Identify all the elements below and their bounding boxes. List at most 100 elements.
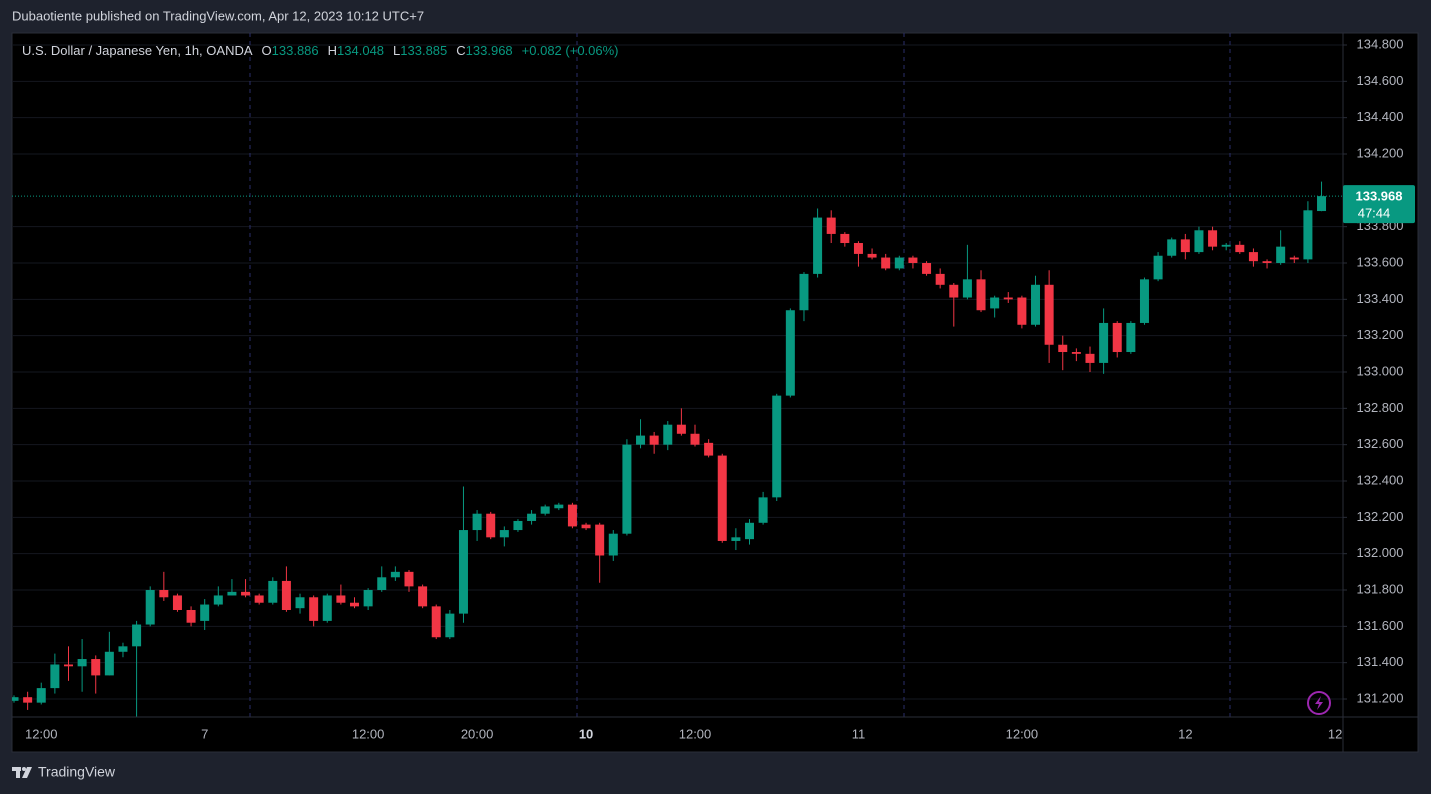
candle-body	[363, 590, 373, 607]
x-tick-label: 7	[201, 726, 208, 741]
candle-body	[840, 233, 850, 244]
candle-body	[935, 273, 945, 285]
candle-body	[1044, 284, 1054, 345]
candle-body	[581, 524, 591, 529]
y-tick-label: 134.800	[1357, 36, 1404, 51]
candle-body	[717, 455, 727, 541]
candle-body	[649, 435, 659, 445]
candle-body	[567, 504, 577, 527]
candle-body	[881, 257, 891, 269]
candle-body	[268, 580, 278, 603]
candle-body	[636, 435, 646, 445]
countdown: 47:44	[1358, 206, 1391, 221]
ohlc-value: 133.885	[400, 43, 448, 58]
candle-body	[445, 613, 455, 638]
y-tick-label: 133.400	[1357, 291, 1404, 306]
candle-body	[104, 651, 114, 676]
ohlc-value: 134.048	[337, 43, 385, 58]
candle-body	[295, 597, 305, 609]
y-tick-label: 133.600	[1357, 254, 1404, 269]
candle-body	[50, 664, 60, 689]
brand: TradingView	[38, 764, 116, 780]
candle-body	[1262, 261, 1272, 263]
candle-body	[785, 310, 795, 396]
candle-body	[200, 604, 210, 621]
candle-body	[350, 602, 360, 607]
y-tick-label: 131.600	[1357, 618, 1404, 633]
candle-body	[527, 513, 537, 521]
candle-body	[1126, 322, 1136, 353]
legend: U.S. Dollar / Japanese Yen, 1h, OANDA O13…	[22, 43, 619, 58]
candle-body	[1248, 252, 1258, 262]
candle-body	[63, 664, 73, 667]
icon-circle	[1307, 691, 1331, 715]
candle-body	[390, 571, 400, 578]
candle-body	[172, 595, 182, 610]
y-tick-label: 132.000	[1357, 545, 1404, 560]
candle-body	[186, 609, 196, 623]
candle-body	[1289, 257, 1299, 260]
candle-body	[513, 520, 523, 531]
candle-body	[486, 513, 496, 538]
y-tick-label: 131.200	[1357, 690, 1404, 705]
candle-body	[1153, 255, 1163, 280]
ohlc-label: C	[456, 43, 466, 58]
logo-part	[16, 767, 20, 778]
candle-body	[922, 262, 932, 274]
candle-body	[118, 646, 128, 652]
y-tick-label: 134.400	[1357, 109, 1404, 124]
candle-body	[962, 279, 972, 298]
candle-body	[976, 279, 986, 311]
candles	[12, 181, 1343, 717]
lightning-icon[interactable]	[1307, 691, 1331, 715]
y-tick-label: 134.600	[1357, 73, 1404, 88]
candle-body	[1317, 196, 1327, 212]
candle-body	[418, 586, 428, 607]
candle-body	[404, 571, 414, 587]
candle-body	[145, 590, 155, 625]
candle-body	[77, 659, 87, 667]
candle-body	[826, 217, 836, 234]
tv-logo	[12, 767, 32, 778]
candle-body	[336, 595, 346, 603]
candle-body	[377, 577, 387, 591]
ohlc-value: 133.886	[271, 43, 319, 58]
candle-body	[1058, 344, 1068, 353]
ohlc-label: H	[327, 43, 338, 58]
axes: 131.200 131.400 131.600 131.800 132.000 132.2…	[25, 36, 1415, 741]
candle-body	[813, 217, 823, 274]
candle-body	[132, 624, 142, 647]
y-tick-label: 134.200	[1357, 145, 1404, 160]
x-tick-label: 10	[579, 726, 593, 741]
candle-body	[23, 697, 33, 703]
logo-part	[22, 767, 32, 778]
candle-body	[894, 257, 904, 269]
x-tick-label: 12:00	[25, 726, 58, 741]
ohlc-label: L	[393, 43, 401, 58]
candle-body	[1276, 246, 1286, 263]
candle-body	[281, 580, 291, 610]
candle-body	[1139, 279, 1149, 323]
x-tick-label: 12:00	[1006, 726, 1039, 741]
x-tick-label: 12:00	[679, 726, 712, 741]
y-tick-label: 132.400	[1357, 472, 1404, 487]
candle-body	[227, 591, 237, 596]
candle-body	[799, 273, 809, 311]
candle-body	[744, 522, 754, 540]
candle-body	[12, 697, 19, 701]
candle-body	[241, 591, 251, 596]
y-tick-label: 132.200	[1357, 509, 1404, 524]
candle-body	[595, 524, 605, 556]
candle-body	[1167, 239, 1177, 256]
y-tick-label: 132.600	[1357, 436, 1404, 451]
candle-body	[91, 659, 101, 676]
candle-body	[867, 253, 877, 258]
candle-body	[254, 595, 264, 603]
logo-part	[22, 767, 26, 771]
candle-body	[1071, 352, 1081, 354]
candle-body	[540, 506, 550, 514]
candle-body	[1099, 322, 1109, 363]
candle-body	[213, 595, 223, 605]
